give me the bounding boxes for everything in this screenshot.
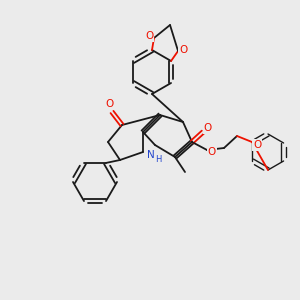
Text: O: O: [253, 140, 261, 150]
Text: O: O: [208, 147, 216, 157]
Text: O: O: [204, 123, 212, 133]
Text: O: O: [179, 45, 187, 55]
Text: N: N: [147, 150, 155, 160]
Text: H: H: [155, 154, 161, 164]
Text: N: N: [147, 150, 155, 160]
Text: O: O: [145, 31, 153, 41]
Text: O: O: [105, 99, 113, 109]
Text: N: N: [147, 150, 155, 160]
